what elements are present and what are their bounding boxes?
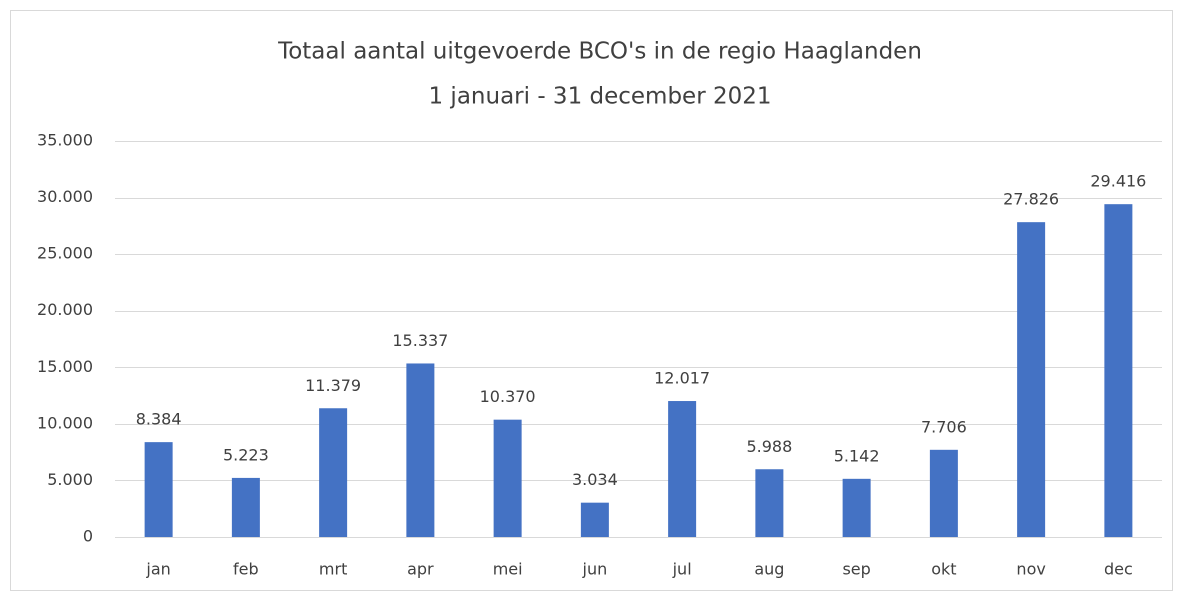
bar xyxy=(668,401,697,537)
y-tick-label: 20.000 xyxy=(37,300,93,319)
x-tick-label: jun xyxy=(582,560,608,579)
data-label: 27.826 xyxy=(1003,190,1059,209)
data-label: 5.988 xyxy=(746,437,792,456)
y-tick-label: 30.000 xyxy=(37,187,93,206)
data-label: 29.416 xyxy=(1090,172,1146,191)
chart-subtitle: 1 januari - 31 december 2021 xyxy=(428,84,771,110)
x-tick-label: feb xyxy=(233,560,259,579)
x-tick-label: nov xyxy=(1016,560,1045,579)
data-label: 12.017 xyxy=(654,369,710,388)
y-tick-label: 15.000 xyxy=(37,357,93,376)
data-label: 5.223 xyxy=(223,445,269,464)
bar xyxy=(231,477,260,537)
bar xyxy=(755,469,784,537)
x-tick-label: mei xyxy=(493,560,523,579)
x-tick-label: jul xyxy=(672,560,692,579)
bar xyxy=(580,502,609,537)
x-tick-label: mrt xyxy=(319,560,347,579)
bar xyxy=(144,442,173,537)
data-label: 3.034 xyxy=(572,470,618,489)
x-tick-label: aug xyxy=(754,560,784,579)
data-label: 10.370 xyxy=(480,387,536,406)
data-label: 8.384 xyxy=(136,410,182,429)
bar xyxy=(319,408,348,537)
bar xyxy=(929,449,958,537)
y-tick-label: 35.000 xyxy=(37,131,93,150)
bar xyxy=(493,419,522,537)
bar xyxy=(1017,222,1046,537)
bar xyxy=(406,363,435,537)
y-tick-label: 25.000 xyxy=(37,244,93,263)
chart-frame xyxy=(10,10,1173,591)
chart-title: Totaal aantal uitgevoerde BCO's in de re… xyxy=(277,39,922,65)
x-tick-label: apr xyxy=(407,560,434,579)
x-tick-label: dec xyxy=(1104,560,1133,579)
bar xyxy=(842,478,871,537)
data-label: 7.706 xyxy=(921,417,967,436)
x-tick-label: jan xyxy=(145,560,170,579)
data-label: 5.142 xyxy=(834,446,880,465)
data-label: 11.379 xyxy=(305,376,361,395)
y-tick-label: 0 xyxy=(83,527,93,546)
data-label: 15.337 xyxy=(392,331,448,350)
y-tick-label: 5.000 xyxy=(47,470,93,489)
bar xyxy=(1104,204,1133,538)
x-tick-label: sep xyxy=(842,560,870,579)
x-tick-label: okt xyxy=(931,560,956,579)
y-tick-label: 10.000 xyxy=(37,413,93,432)
